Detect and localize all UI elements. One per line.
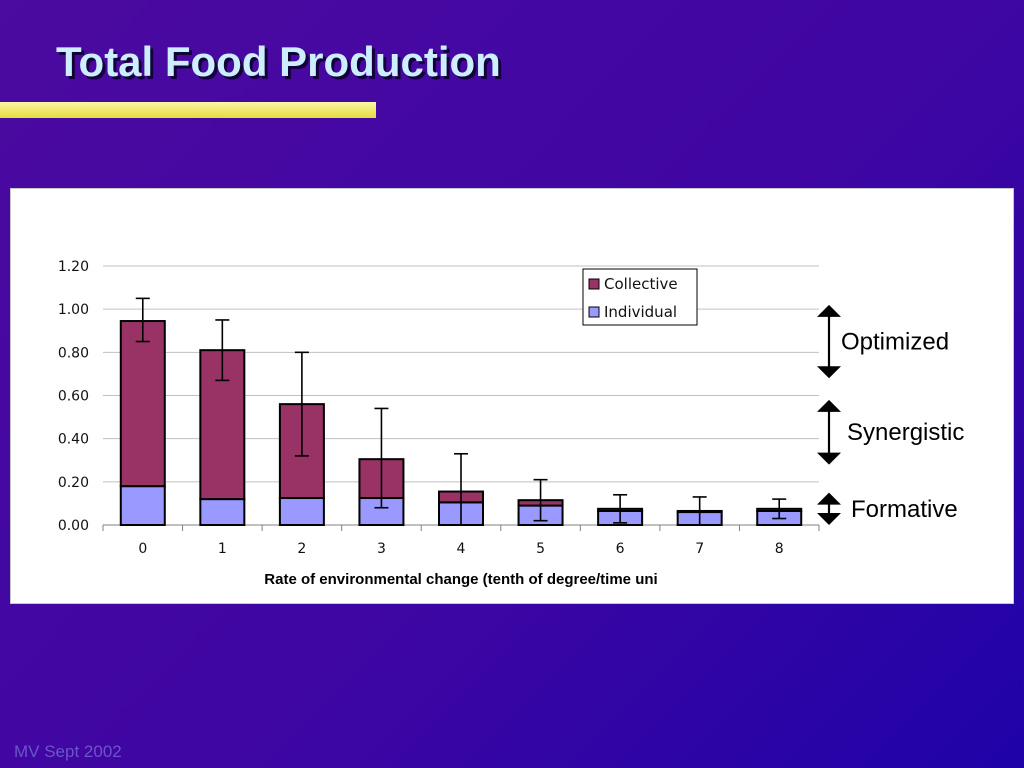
arrow-head-up-icon: [817, 304, 841, 317]
footer-credit: MV Sept 2002: [14, 742, 122, 761]
bar-individual-2: [278, 497, 325, 527]
x-tick-label: 2: [297, 541, 306, 557]
annotation-label-optimized: Optimized: [841, 329, 949, 356]
legend-swatch-individual: [588, 306, 600, 318]
y-tick-label: 0.60: [58, 389, 89, 405]
x-tick-label: 8: [775, 541, 784, 557]
x-axis-label: Rate of environmental change (tenth of d…: [264, 571, 657, 588]
y-tick-label: 0.20: [58, 475, 89, 491]
legend-swatch-collective: [588, 278, 600, 290]
arrow-head-down-icon: [817, 452, 841, 465]
x-tick-label: 4: [457, 541, 466, 557]
bar-individual-0: [119, 485, 166, 526]
y-tick-label: 0.80: [58, 345, 89, 361]
arrow-head-up-icon: [817, 492, 841, 505]
bar-individual-1: [199, 498, 246, 527]
y-tick-label: 0.40: [58, 432, 89, 448]
bar-individual-3: [358, 497, 405, 527]
x-tick-label: 3: [377, 541, 386, 557]
stacked-bar-chart: 0.00 0.20 0.40 0.60 0.80 1.00 1.20 0 1 2 3 4 5 6 7 8 Rat…: [58, 259, 965, 588]
legend-label-collective: Collective: [604, 275, 678, 293]
x-tick-label: 0: [138, 541, 147, 557]
x-tick-label: 7: [695, 541, 704, 557]
title-underline: [0, 102, 376, 118]
annotation-label-synergistic: Synergistic: [847, 419, 964, 446]
y-tick-label: 0.00: [58, 518, 89, 534]
y-tick-label: 1.00: [58, 302, 89, 318]
bar-collective-0: [119, 320, 166, 488]
y-tick-label: 1.20: [58, 259, 89, 275]
x-tick-label: 1: [218, 541, 227, 557]
arrow-head-up-icon: [817, 399, 841, 412]
annotation-label-formative: Formative: [851, 496, 958, 523]
chart-panel: 0.00 0.20 0.40 0.60 0.80 1.00 1.20 0 1 2 3 4 5 6 7 8 Rat…: [10, 188, 1014, 604]
legend-box: [582, 268, 698, 326]
slide-title: Total Food Production: [56, 38, 501, 85]
arrow-head-down-icon: [817, 513, 841, 525]
x-tick-label: 6: [616, 541, 625, 557]
legend-label-individual: Individual: [604, 303, 677, 321]
x-tick-label: 5: [536, 541, 545, 557]
arrow-head-down-icon: [817, 366, 841, 379]
